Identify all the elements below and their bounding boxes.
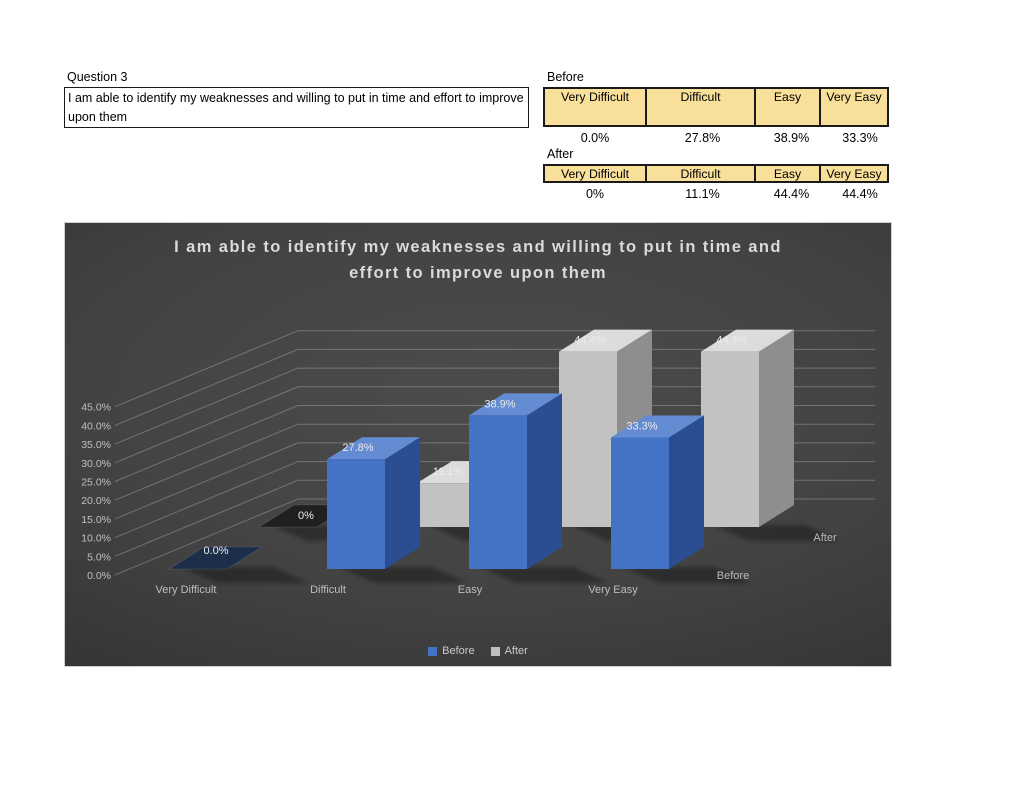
chart-title-line2: effort to improve upon them bbox=[349, 264, 607, 282]
svg-text:Very Easy: Very Easy bbox=[588, 584, 638, 596]
svg-text:Before: Before bbox=[717, 570, 749, 582]
svg-text:15.0%: 15.0% bbox=[81, 514, 111, 526]
legend-swatch-before bbox=[428, 646, 438, 656]
chart-title-line1: I am able to identify my weaknesses and … bbox=[174, 238, 782, 256]
before-value-row: 0.0% 27.8% 38.9% 33.3% bbox=[543, 127, 895, 147]
before-header-row: Very Difficult Difficult Easy Very Easy bbox=[543, 87, 895, 127]
after-table-label[interactable]: After bbox=[547, 147, 574, 161]
svg-text:Easy: Easy bbox=[458, 584, 483, 596]
chart-3d-plot: 0.0% 5.0% 10.0% 15.0% 20.0% 25.0% 30.0% 35.0% 40… bbox=[81, 329, 875, 596]
svg-text:5.0%: 5.0% bbox=[87, 551, 111, 563]
legend-swatch-after bbox=[490, 646, 500, 656]
chart-legend: Before After bbox=[65, 645, 891, 657]
after-value-cell-easy[interactable]: 44.4% bbox=[773, 187, 810, 201]
svg-text:10.0%: 10.0% bbox=[81, 533, 111, 545]
svg-text:20.0%: 20.0% bbox=[81, 495, 111, 507]
after-value-cell-very-easy[interactable]: 44.4% bbox=[842, 187, 878, 201]
chart-title: I am able to identify my weaknesses and … bbox=[65, 234, 891, 286]
question-number-label[interactable]: Question 3 bbox=[67, 70, 128, 84]
svg-text:After: After bbox=[813, 532, 837, 544]
question-text-box[interactable]: I am able to identify my weaknesses and … bbox=[64, 87, 529, 128]
svg-text:38.9%: 38.9% bbox=[484, 398, 515, 410]
before-table-label[interactable]: Before bbox=[547, 70, 584, 84]
before-header-cell-very-difficult[interactable]: Very Difficult bbox=[543, 87, 647, 127]
svg-text:0.0%: 0.0% bbox=[87, 570, 111, 582]
before-header-cell-difficult[interactable]: Difficult bbox=[645, 87, 756, 127]
after-table: Very Difficult Difficult Easy Very Easy 0% 11… bbox=[543, 164, 895, 202]
svg-text:25.0%: 25.0% bbox=[81, 477, 111, 489]
svg-text:27.8%: 27.8% bbox=[342, 442, 373, 454]
legend-label-after: After bbox=[504, 645, 528, 657]
after-header-cell-very-easy[interactable]: Very Easy bbox=[819, 164, 889, 183]
after-header-cell-difficult[interactable]: Difficult bbox=[645, 164, 756, 183]
svg-text:0%: 0% bbox=[298, 510, 314, 522]
svg-text:44.4%: 44.4% bbox=[716, 335, 747, 347]
svg-text:30.0%: 30.0% bbox=[81, 458, 111, 470]
legend-item-after: After bbox=[490, 645, 528, 657]
after-header-cell-very-difficult[interactable]: Very Difficult bbox=[543, 164, 647, 183]
svg-text:35.0%: 35.0% bbox=[81, 439, 111, 451]
before-value-cell-difficult[interactable]: 27.8% bbox=[684, 131, 721, 145]
question-text: I am able to identify my weaknesses and … bbox=[68, 91, 524, 124]
before-header-cell-very-easy[interactable]: Very Easy bbox=[819, 87, 889, 127]
svg-text:0.0%: 0.0% bbox=[203, 545, 228, 557]
svg-text:33.3%: 33.3% bbox=[626, 420, 657, 432]
before-value-cell-easy[interactable]: 38.9% bbox=[773, 131, 810, 145]
svg-text:44.4%: 44.4% bbox=[574, 335, 605, 347]
before-table: Very Difficult Difficult Easy Very Easy 0.0%… bbox=[543, 87, 895, 147]
svg-text:45.0%: 45.0% bbox=[81, 402, 111, 414]
svg-text:Very Difficult: Very Difficult bbox=[156, 584, 217, 596]
after-value-cell-difficult[interactable]: 11.1% bbox=[685, 187, 720, 201]
legend-label-before: Before bbox=[442, 645, 475, 657]
svg-text:40.0%: 40.0% bbox=[81, 420, 111, 432]
after-value-row: 0% 11.1% 44.4% 44.4% bbox=[543, 183, 895, 202]
chart-area[interactable]: I am able to identify my weaknesses and … bbox=[64, 222, 892, 667]
after-header-cell-easy[interactable]: Easy bbox=[754, 164, 821, 183]
before-value-cell-very-easy[interactable]: 33.3% bbox=[842, 131, 878, 145]
before-value-cell-very-difficult[interactable]: 0.0% bbox=[580, 131, 610, 145]
legend-item-before: Before bbox=[428, 645, 475, 657]
after-header-row: Very Difficult Difficult Easy Very Easy bbox=[543, 164, 895, 183]
svg-text:11.1%: 11.1% bbox=[433, 466, 464, 478]
before-header-cell-easy[interactable]: Easy bbox=[754, 87, 821, 127]
after-value-cell-very-difficult[interactable]: 0% bbox=[585, 187, 605, 201]
svg-text:Difficult: Difficult bbox=[310, 584, 346, 596]
